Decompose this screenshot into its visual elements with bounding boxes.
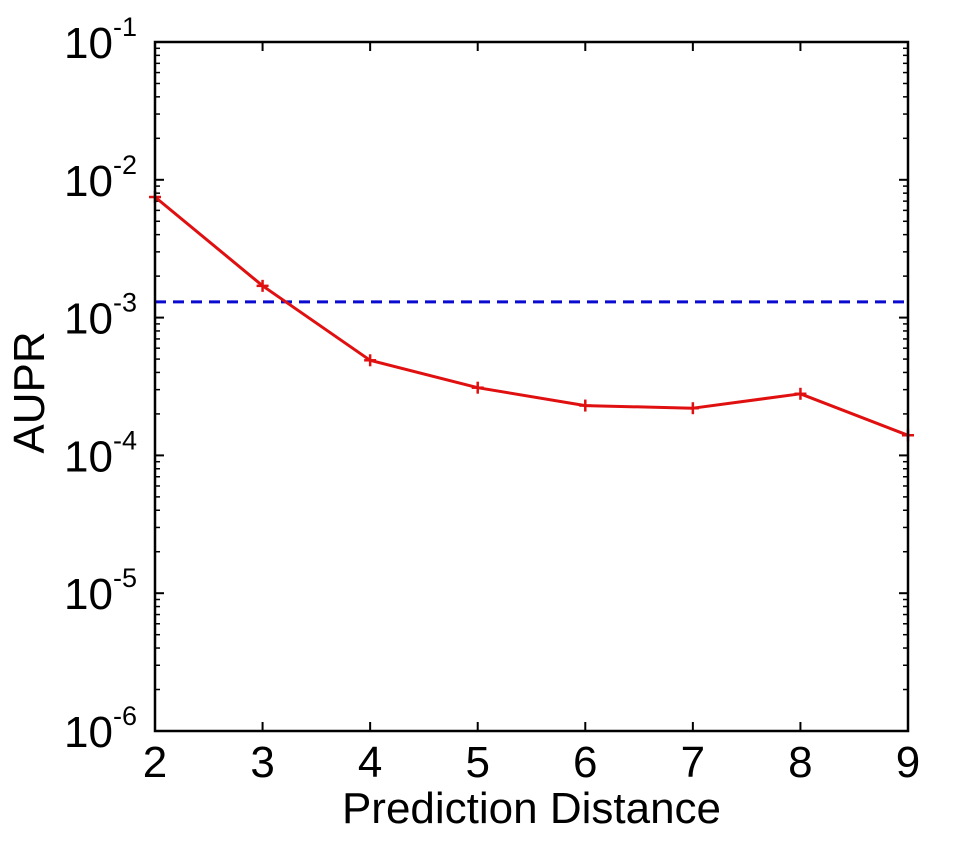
- y-tick-base: 10: [64, 708, 113, 757]
- y-axis-label: AUPR: [5, 331, 54, 453]
- x-tick-label: 8: [788, 738, 812, 787]
- series-line: [154, 195, 909, 437]
- x-tick-label: 6: [573, 738, 597, 787]
- y-tick-base: 10: [64, 157, 113, 206]
- data-point-marker: [579, 399, 592, 412]
- data-point-marker: [364, 354, 377, 367]
- y-tick-base: 10: [64, 432, 113, 481]
- data-point-marker: [256, 279, 269, 292]
- y-tick-exponent: -1: [113, 12, 137, 42]
- y-tick-exponent: -5: [113, 563, 137, 593]
- x-axis-label: Prediction Distance: [342, 784, 721, 833]
- labels-layer: 10-610-510-410-310-210-12 3 4 5 6 7 8 9: [64, 12, 920, 787]
- y-tick-label: 10-1: [64, 12, 137, 68]
- y-tick-exponent: -2: [113, 150, 137, 180]
- y-tick-base: 10: [64, 570, 113, 619]
- plot-area-frame: [153, 40, 910, 733]
- y-tick-exponent: -4: [113, 425, 137, 455]
- data-point-marker: [686, 402, 699, 415]
- y-tick-base: 10: [64, 295, 113, 344]
- x-tick-label: 4: [358, 738, 382, 787]
- x-tick-label: 2: [143, 738, 167, 787]
- series-layer: [149, 191, 914, 442]
- x-tick-label: 9: [896, 738, 920, 787]
- x-tick-label: 7: [681, 738, 705, 787]
- y-tick-exponent: -3: [113, 288, 137, 318]
- x-tick-label: 3: [250, 738, 274, 787]
- y-tick-label: 10-6: [64, 701, 137, 757]
- y-tick-label: 10-3: [64, 288, 137, 344]
- x-tick-label: 5: [465, 738, 489, 787]
- y-tick-base: 10: [64, 19, 113, 68]
- y-tick-exponent: -6: [113, 701, 137, 731]
- data-point-marker: [794, 387, 807, 400]
- y-tick-label: 10-4: [64, 425, 137, 481]
- y-tick-label: 10-2: [64, 150, 137, 206]
- data-point-marker: [471, 381, 484, 394]
- y-tick-label: 10-5: [64, 563, 137, 619]
